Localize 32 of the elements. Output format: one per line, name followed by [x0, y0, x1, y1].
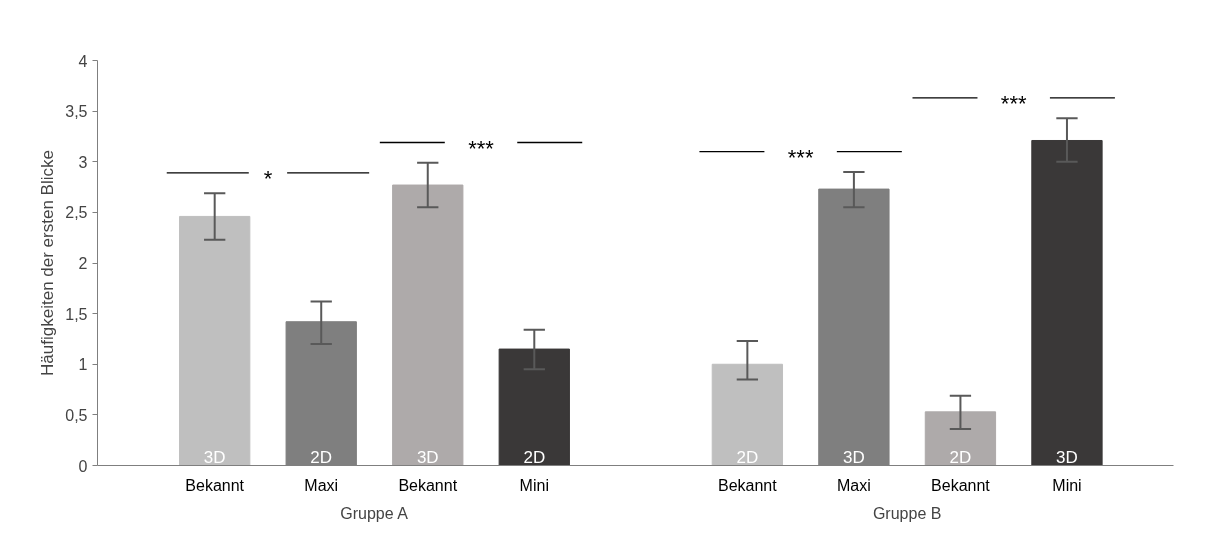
annotation: 2D	[736, 447, 759, 467]
annotation: 3D	[416, 447, 439, 467]
text: Gruppe B	[872, 504, 942, 522]
annotation: ***	[1000, 91, 1027, 117]
y-tick-label: 3	[78, 153, 88, 171]
x-tick-label: Bekannt	[185, 476, 245, 494]
y-tick-label: 0	[78, 457, 88, 475]
y-axis-title: Häufigkeiten der ersten Blicke	[38, 150, 58, 376]
x-tick-label: Bekannt	[718, 476, 778, 494]
annotation: *	[263, 166, 273, 192]
y-tick-label: 1	[78, 356, 88, 374]
x-tick-label: Maxi	[837, 476, 871, 494]
annotation: 2D	[523, 447, 546, 467]
text: Gruppe A	[340, 504, 409, 522]
annotation: 3D	[203, 447, 226, 467]
x-tick-label: Bekannt	[398, 476, 458, 494]
y-tick-label: 4	[78, 52, 88, 70]
x-tick-label: Mini	[519, 476, 549, 494]
y-tick-label: 3,5	[65, 103, 88, 121]
y-tick-label: 2,5	[65, 204, 88, 222]
annotation: ***	[468, 136, 495, 162]
y-tick-label: 2	[78, 255, 88, 272]
annotation: 2D	[310, 447, 333, 467]
annotation: 3D	[1056, 447, 1078, 467]
annotation: ***	[787, 145, 814, 171]
annotation: 3D	[843, 447, 865, 467]
y-tick-label: 0,5	[65, 406, 88, 424]
x-tick-label: Mini	[1052, 476, 1082, 494]
annotation: 2D	[949, 447, 972, 467]
x-tick-label: Bekannt	[931, 476, 991, 494]
x-tick-label: Maxi	[304, 476, 339, 494]
y-tick-label: 1,5	[65, 305, 88, 323]
